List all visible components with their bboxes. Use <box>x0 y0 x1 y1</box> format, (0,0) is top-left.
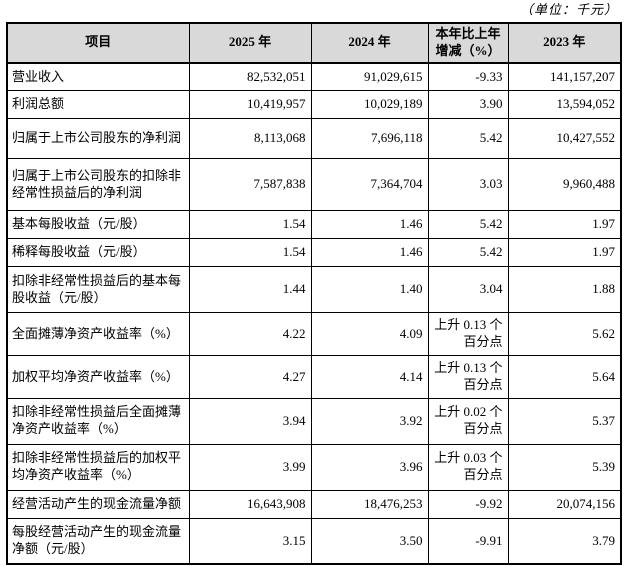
value-2023: 5.37 <box>507 397 622 445</box>
value-2025: 10,419,957 <box>188 90 312 120</box>
row-label: 扣除非经常性损益后的加权平均净资产收益率（%） <box>6 443 190 491</box>
value-2025: 1.54 <box>188 238 312 268</box>
value-2025: 1.54 <box>188 210 312 240</box>
table-row: 全面摊薄净资产收益率（%） 4.22 4.09 上升 0.13 个百分点 5.6… <box>6 312 622 357</box>
col-header-2023: 2023 年 <box>507 22 622 64</box>
value-2023: 13,594,052 <box>507 90 622 120</box>
col-header-item: 项目 <box>6 22 190 64</box>
row-label: 利润总额 <box>6 90 190 120</box>
table-row: 归属于上市公司股东的净利润 8,113,068 7,696,118 5.42 1… <box>6 118 622 160</box>
table-row: 营业收入 82,532,051 91,029,615 -9.33 141,157… <box>6 62 622 92</box>
col-header-2024: 2024 年 <box>310 22 429 64</box>
value-2025: 3.99 <box>188 443 312 491</box>
col-header-yoy-change: 本年比上年增减（%） <box>427 22 509 64</box>
value-2023: 1.88 <box>507 266 622 314</box>
table-row: 基本每股收益（元/股） 1.54 1.46 5.42 1.97 <box>6 210 622 240</box>
value-2025: 4.27 <box>188 355 312 399</box>
value-2023: 141,157,207 <box>507 62 622 92</box>
unit-label: （单位：千元） <box>519 2 618 17</box>
row-label: 经营活动产生的现金流量净额 <box>6 489 190 519</box>
value-2025: 3.94 <box>188 397 312 445</box>
table-row: 扣除非经常性损益后全面摊薄净资产收益率（%） 3.94 3.92 上升 0.02… <box>6 397 622 445</box>
row-label: 营业收入 <box>6 62 190 92</box>
row-label: 扣除非经常性损益后的基本每股收益（元/股） <box>6 266 190 314</box>
table-row: 扣除非经常性损益后的基本每股收益（元/股） 1.44 1.40 3.04 1.8… <box>6 266 622 314</box>
table-row: 稀释每股收益（元/股） 1.54 1.46 5.42 1.97 <box>6 238 622 268</box>
value-2024: 10,029,189 <box>310 90 429 120</box>
value-2025: 82,532,051 <box>188 62 312 92</box>
table-row: 经营活动产生的现金流量净额 16,643,908 18,476,253 -9.9… <box>6 489 622 519</box>
col-header-2025: 2025 年 <box>188 22 312 64</box>
table-row: 利润总额 10,419,957 10,029,189 3.90 13,594,0… <box>6 90 622 120</box>
table-row: 扣除非经常性损益后的加权平均净资产收益率（%） 3.99 3.96 上升 0.0… <box>6 443 622 491</box>
yoy-change-value: 上升 0.13 个百分点 <box>427 312 509 357</box>
value-2023: 9,960,488 <box>507 158 622 212</box>
yoy-change-value: 上升 0.02 个百分点 <box>427 397 509 445</box>
value-2024: 3.50 <box>310 517 429 565</box>
row-label: 全面摊薄净资产收益率（%） <box>6 312 190 357</box>
value-2023: 20,074,156 <box>507 489 622 519</box>
table-header: 项目 2025 年 2024 年 本年比上年增减（%） 2023 年 <box>6 22 622 64</box>
yoy-change-value: 3.04 <box>427 266 509 314</box>
value-2023: 1.97 <box>507 238 622 268</box>
row-label: 每股经营活动产生的现金流量净额（元/股） <box>6 517 190 565</box>
row-label: 扣除非经常性损益后全面摊薄净资产收益率（%） <box>6 397 190 445</box>
value-2024: 91,029,615 <box>310 62 429 92</box>
value-2025: 3.15 <box>188 517 312 565</box>
value-2023: 3.79 <box>507 517 622 565</box>
value-2023: 5.62 <box>507 312 622 357</box>
header-row: 项目 2025 年 2024 年 本年比上年增减（%） 2023 年 <box>6 22 622 64</box>
value-2024: 18,476,253 <box>310 489 429 519</box>
row-label: 稀释每股收益（元/股） <box>6 238 190 268</box>
value-2025: 7,587,838 <box>188 158 312 212</box>
yoy-change-value: -9.91 <box>427 517 509 565</box>
yoy-change-value: 3.90 <box>427 90 509 120</box>
table-body: 营业收入 82,532,051 91,029,615 -9.33 141,157… <box>6 62 622 565</box>
yoy-change-value: -9.33 <box>427 62 509 92</box>
row-label: 归属于上市公司股东的扣除非经常性损益后的净利润 <box>6 158 190 212</box>
value-2024: 7,696,118 <box>310 118 429 160</box>
value-2024: 1.46 <box>310 210 429 240</box>
value-2024: 4.09 <box>310 312 429 357</box>
table-row: 加权平均净资产收益率（%） 4.27 4.14 上升 0.13 个百分点 5.6… <box>6 355 622 399</box>
value-2024: 7,364,704 <box>310 158 429 212</box>
value-2024: 4.14 <box>310 355 429 399</box>
yoy-change-value: 3.03 <box>427 158 509 212</box>
yoy-change-value: 上升 0.13 个百分点 <box>427 355 509 399</box>
value-2025: 16,643,908 <box>188 489 312 519</box>
value-2025: 4.22 <box>188 312 312 357</box>
yoy-change-value: 上升 0.03 个百分点 <box>427 443 509 491</box>
value-2025: 8,113,068 <box>188 118 312 160</box>
table-row: 每股经营活动产生的现金流量净额（元/股） 3.15 3.50 -9.91 3.7… <box>6 517 622 565</box>
row-label: 加权平均净资产收益率（%） <box>6 355 190 399</box>
value-2024: 3.96 <box>310 443 429 491</box>
value-2024: 3.92 <box>310 397 429 445</box>
row-label: 归属于上市公司股东的净利润 <box>6 118 190 160</box>
value-2024: 1.46 <box>310 238 429 268</box>
yoy-change-value: -9.92 <box>427 489 509 519</box>
yoy-change-value: 5.42 <box>427 210 509 240</box>
value-2023: 10,427,552 <box>507 118 622 160</box>
yoy-change-value: 5.42 <box>427 238 509 268</box>
value-2023: 5.64 <box>507 355 622 399</box>
value-2023: 1.97 <box>507 210 622 240</box>
financial-table: 项目 2025 年 2024 年 本年比上年增减（%） 2023 年 营业收入 … <box>6 22 622 566</box>
value-2024: 1.40 <box>310 266 429 314</box>
value-2025: 1.44 <box>188 266 312 314</box>
table-row: 归属于上市公司股东的扣除非经常性损益后的净利润 7,587,838 7,364,… <box>6 158 622 212</box>
yoy-change-value: 5.42 <box>427 118 509 160</box>
value-2023: 5.39 <box>507 443 622 491</box>
row-label: 基本每股收益（元/股） <box>6 210 190 240</box>
